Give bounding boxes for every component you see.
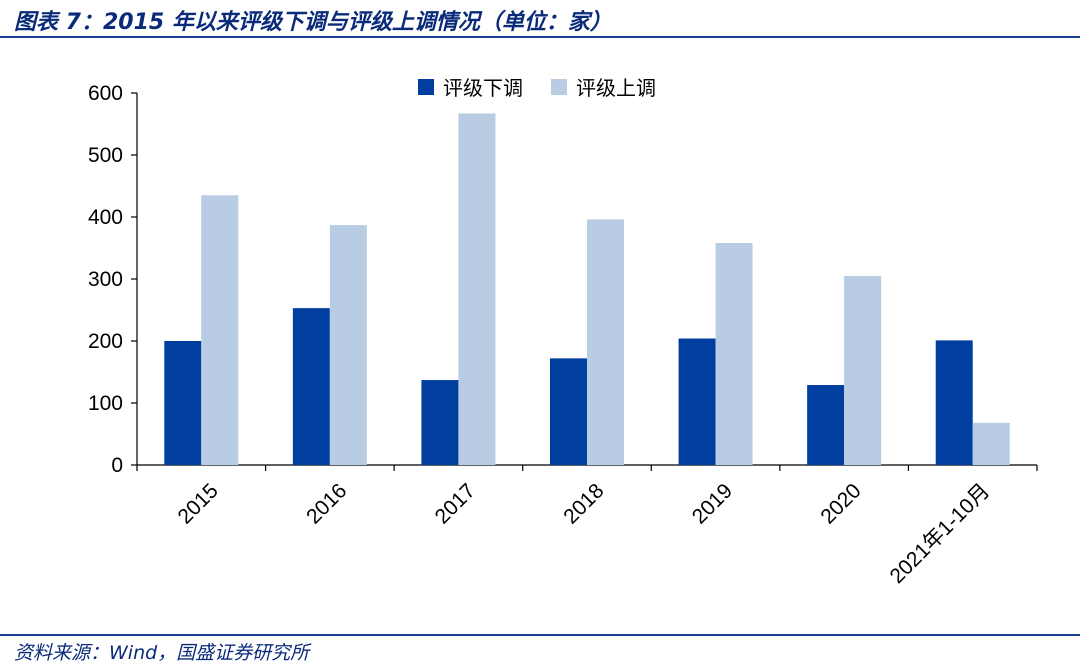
bar-upgrade	[844, 275, 882, 465]
x-tick-label: 2018	[559, 479, 608, 528]
bars	[164, 113, 1010, 466]
bar-upgrade	[715, 243, 753, 465]
bar-upgrade	[201, 195, 239, 466]
bottom-divider	[0, 634, 1080, 636]
legend: 评级下调 评级上调	[418, 76, 656, 100]
bar-chart: 0 100 200 300 400 500 600 2015 2016 2017 2018 2019 2…	[88, 76, 1038, 588]
x-tick-label: 2021年1-10月	[886, 479, 995, 588]
y-tick-label: 100	[88, 392, 123, 415]
bar-upgrade	[587, 219, 624, 465]
legend-label: 评级下调	[443, 76, 523, 100]
bar-downgrade	[935, 340, 973, 465]
bar-downgrade	[550, 358, 587, 465]
y-tick-label: 400	[88, 206, 123, 229]
y-tick-label: 0	[111, 454, 123, 477]
x-tick-label: 2019	[688, 479, 737, 528]
y-tick-label: 200	[88, 330, 123, 353]
bar-upgrade	[329, 225, 367, 465]
bar-downgrade	[421, 380, 459, 465]
legend-swatch	[418, 79, 434, 95]
y-tick-label: 500	[88, 144, 123, 167]
bar-upgrade	[458, 113, 496, 466]
y-tick-label: 300	[88, 268, 123, 291]
x-tick-label: 2015	[174, 479, 223, 528]
legend-swatch	[551, 79, 567, 95]
figure-title: 图表 7：2015 年以来评级下调与评级上调情况（单位：家）	[14, 10, 612, 35]
bar-downgrade	[292, 308, 330, 465]
x-tick-label: 2020	[816, 479, 865, 528]
bar-upgrade	[972, 422, 1010, 465]
x-tick-label: 2017	[431, 479, 480, 528]
source-note: 资料来源：Wind，国盛证券研究所	[14, 642, 310, 664]
legend-label: 评级上调	[576, 76, 656, 100]
x-tick-label: 2016	[302, 479, 351, 528]
y-tick-label: 600	[88, 82, 123, 105]
bar-downgrade	[678, 338, 716, 465]
bar-downgrade	[807, 385, 845, 465]
bar-downgrade	[164, 341, 202, 465]
top-divider	[0, 36, 1080, 38]
